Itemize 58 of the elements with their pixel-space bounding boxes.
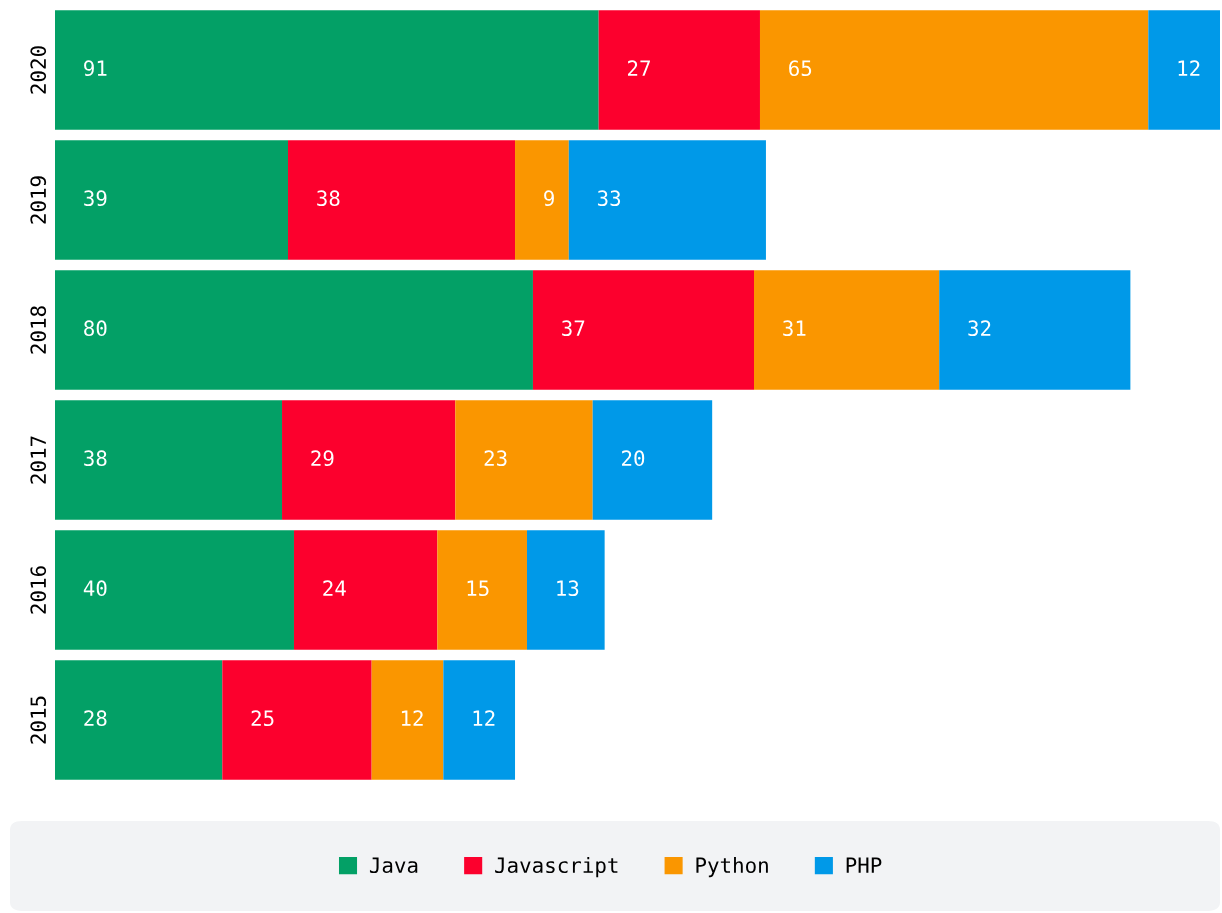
data-label: 38 <box>84 450 107 467</box>
bar <box>598 10 760 130</box>
data-label: 80 <box>84 320 107 337</box>
bar <box>568 140 766 260</box>
y-tick-label: 2016 <box>30 566 47 614</box>
data-label: 12 <box>401 710 423 726</box>
data-label: 31 <box>783 320 806 337</box>
data-label: 20 <box>622 450 645 467</box>
data-label: 91 <box>84 60 107 77</box>
bar <box>282 400 456 520</box>
data-label: 32 <box>968 320 991 337</box>
data-label: 65 <box>789 60 812 77</box>
bar <box>222 660 372 780</box>
bar <box>526 530 605 650</box>
data-label: 40 <box>83 580 107 597</box>
y-tick-label: 2015 <box>30 696 47 744</box>
bar <box>455 400 593 520</box>
bar <box>754 270 940 390</box>
bar <box>371 660 444 780</box>
bar <box>293 530 438 650</box>
legend-label: Javascript <box>495 856 618 878</box>
data-label: 12 <box>473 710 495 726</box>
bar <box>437 530 527 650</box>
bar <box>55 400 283 520</box>
legend-label: Python <box>696 856 768 878</box>
bar <box>515 140 569 260</box>
data-label: 29 <box>311 450 334 467</box>
y-tick-label: 2018 <box>30 306 47 354</box>
bar <box>55 660 223 780</box>
data-label: 23 <box>484 450 507 467</box>
bar <box>55 140 288 260</box>
data-label: 27 <box>627 60 650 76</box>
data-label: 39 <box>84 190 107 207</box>
bar <box>288 140 516 260</box>
data-label: 37 <box>562 320 585 337</box>
bar <box>592 400 713 520</box>
data-label: 38 <box>317 190 340 207</box>
bar <box>532 270 754 390</box>
y-tick-label: 2020 <box>30 46 47 94</box>
data-label: 9 <box>544 190 554 207</box>
data-label: 12 <box>1178 60 1200 76</box>
bar <box>759 10 1149 130</box>
data-label: 24 <box>323 580 346 596</box>
data-label: 33 <box>597 190 621 207</box>
y-tick-label: 2019 <box>30 176 47 224</box>
data-label: 13 <box>557 580 579 597</box>
bar <box>55 530 294 650</box>
data-label: 28 <box>84 710 107 727</box>
bar <box>1148 10 1220 130</box>
bar <box>939 270 1131 390</box>
bar <box>55 270 533 390</box>
data-label: 15 <box>467 580 489 597</box>
bar <box>443 660 516 780</box>
legend-label: PHP <box>846 857 882 873</box>
bar <box>55 10 599 130</box>
y-tick-label: 2017 <box>30 436 47 484</box>
data-label: 25 <box>251 710 274 727</box>
legend-label: Java <box>369 857 418 874</box>
